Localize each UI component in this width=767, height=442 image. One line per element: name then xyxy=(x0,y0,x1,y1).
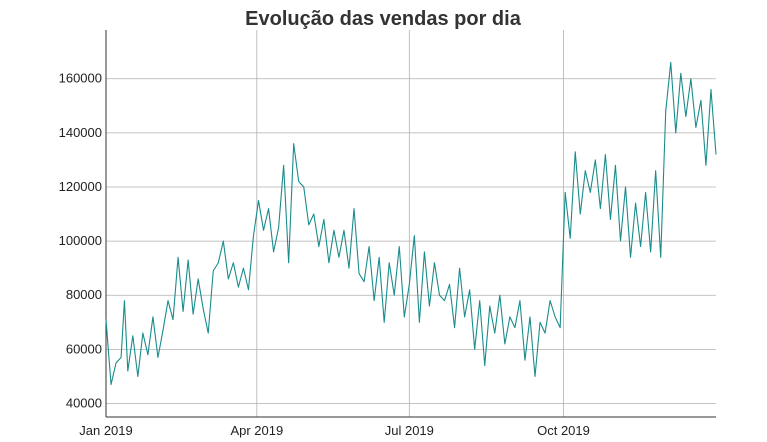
x-tick-label: Jul 2019 xyxy=(385,423,434,438)
x-tick-label: Jan 2019 xyxy=(79,423,133,438)
x-tick-label: Oct 2019 xyxy=(537,423,590,438)
y-tick-label: 60000 xyxy=(66,341,102,356)
tick-labels: 40000 60000 80000 100000 120000 140000 160000 J… xyxy=(59,71,590,438)
y-tick-label: 80000 xyxy=(66,287,102,302)
chart-title: Evolução das vendas por dia xyxy=(245,8,522,30)
y-tick-label: 160000 xyxy=(59,71,102,86)
y-tick-label: 120000 xyxy=(59,179,102,194)
y-tick-label: 40000 xyxy=(66,395,102,410)
x-tick-label: Apr 2019 xyxy=(230,423,283,438)
grid xyxy=(105,30,716,417)
y-tick-label: 100000 xyxy=(59,233,102,248)
series-layer xyxy=(105,61,717,386)
series-line xyxy=(105,61,717,386)
axes xyxy=(105,30,716,418)
y-tick-label: 140000 xyxy=(59,125,102,140)
